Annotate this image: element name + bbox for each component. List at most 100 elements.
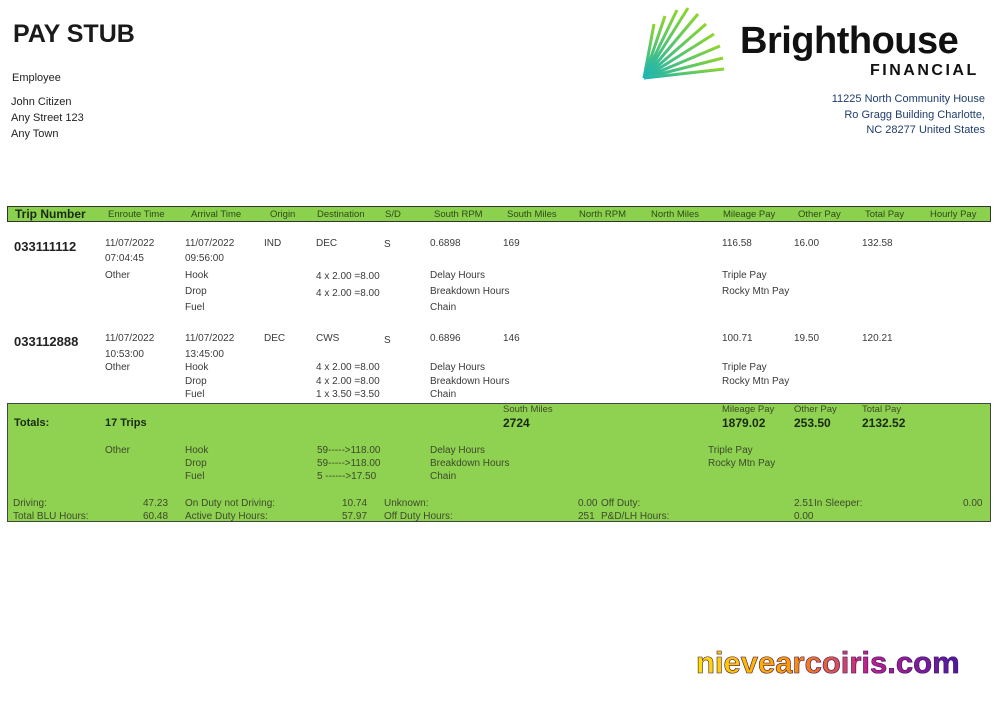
- rocky-mtn-label: Rocky Mtn Pay: [722, 376, 790, 387]
- on-duty-label: On Duty not Driving:: [185, 498, 276, 509]
- employee-label: Employee: [12, 72, 61, 84]
- arrival-time: 09:56:00: [185, 253, 224, 264]
- chain-label: Chain: [430, 302, 457, 313]
- totals-mileage-pay-label: Mileage Pay: [722, 404, 775, 415]
- enroute-time: 10:53:00: [105, 349, 144, 360]
- totals-other-label: Other: [105, 445, 131, 456]
- totals-fuel-label: Fuel: [185, 471, 205, 482]
- totals-mileage-pay: 1879.02: [722, 416, 766, 430]
- col-origin: Origin: [270, 209, 296, 220]
- off-duty-hours-label: Off Duty Hours:: [384, 511, 453, 522]
- triple-pay-label: Triple Pay: [722, 270, 767, 281]
- table-header: Trip Number Enroute Time Arrival Time Or…: [7, 206, 991, 222]
- south-rpm: 0.6898: [430, 238, 461, 249]
- brighthouse-logo-icon: [642, 7, 725, 80]
- col-north-miles: North Miles: [651, 209, 700, 220]
- col-total-pay: Total Pay: [865, 209, 905, 220]
- rocky-mtn-label: Rocky Mtn Pay: [722, 286, 790, 297]
- totals-hook-label: Hook: [185, 445, 209, 456]
- col-hourly-pay: Hourly Pay: [930, 209, 977, 220]
- col-enroute: Enroute Time: [108, 209, 165, 220]
- col-arrival: Arrival Time: [191, 209, 242, 220]
- pdlh-hours-label: P&D/LH Hours:: [601, 511, 670, 522]
- on-duty-value: 10.74: [342, 498, 368, 509]
- driving-value: 47.23: [143, 498, 169, 509]
- unknown-label: Unknown:: [384, 498, 429, 509]
- totals-triple-pay-label: Triple Pay: [708, 445, 753, 456]
- address-line-2: Ro Gragg Building Charlotte,: [844, 109, 985, 121]
- totals-section: Totals: 17 Trips South Miles 2724 Mileag…: [7, 403, 991, 522]
- employee-name: John Citizen: [11, 96, 72, 108]
- totals-drop-calc: 59----->118.00: [317, 458, 381, 469]
- drop-label: Drop: [185, 376, 207, 387]
- totals-delay-label: Delay Hours: [430, 445, 486, 456]
- col-other-pay: Other Pay: [798, 209, 841, 220]
- south-miles: 169: [503, 238, 520, 249]
- drop-calc: 4 x 2.00 =8.00: [316, 376, 380, 387]
- drop-label: Drop: [185, 286, 207, 297]
- unknown-value: 0.00: [578, 498, 598, 509]
- employee-town: Any Town: [11, 128, 59, 140]
- totals-drop-label: Drop: [185, 458, 207, 469]
- hook-calc: 4 x 2.00 =8.00: [316, 362, 380, 373]
- hook-label: Hook: [185, 362, 209, 373]
- totals-south-miles-label: South Miles: [503, 404, 553, 415]
- totals-hook-calc: 59----->118.00: [317, 445, 381, 456]
- enroute-time: 07:04:45: [105, 253, 144, 264]
- fuel-label: Fuel: [185, 302, 205, 313]
- destination: DEC: [316, 238, 338, 249]
- col-north-rpm: North RPM: [579, 209, 626, 220]
- driving-label: Driving:: [13, 498, 47, 509]
- total-pay: 132.58: [862, 238, 893, 249]
- totals-south-miles: 2724: [503, 416, 530, 430]
- blu-hours-label: Total BLU Hours:: [13, 511, 89, 522]
- totals-breakdown-label: Breakdown Hours: [430, 458, 510, 469]
- enroute-date: 11/07/2022: [105, 333, 155, 344]
- other-pay: 19.50: [794, 333, 820, 344]
- active-duty-value: 57.97: [342, 511, 368, 522]
- arrival-date: 11/07/2022: [185, 333, 235, 344]
- sleeper-label: In Sleeper:: [814, 498, 863, 509]
- col-destination: Destination: [317, 209, 365, 220]
- blu-hours-value: 60.48: [143, 511, 169, 522]
- sd: S: [384, 335, 391, 346]
- delay-label: Delay Hours: [430, 362, 486, 373]
- destination: CWS: [316, 333, 340, 344]
- enroute-date: 11/07/2022: [105, 238, 155, 249]
- employee-street: Any Street 123: [11, 112, 84, 124]
- totals-fuel-calc: 5 ------>17.50: [317, 471, 377, 482]
- south-miles: 146: [503, 333, 520, 344]
- triple-pay-label: Triple Pay: [722, 362, 767, 373]
- origin: IND: [264, 238, 282, 249]
- totals-trips: 17 Trips: [105, 417, 147, 429]
- arrival-date: 11/07/2022: [185, 238, 235, 249]
- delay-label: Delay Hours: [430, 270, 486, 281]
- other-label: Other: [105, 362, 131, 373]
- sd: S: [384, 239, 391, 250]
- drop-calc: 4 x 2.00 =8.00: [316, 288, 380, 299]
- address-line-1: 11225 North Community House: [831, 93, 985, 105]
- totals-rocky-mtn-label: Rocky Mtn Pay: [708, 458, 776, 469]
- trip-number: 033112888: [14, 334, 79, 349]
- totals-other-pay-label: Other Pay: [794, 404, 837, 415]
- address-line-3: NC 28277 United States: [866, 124, 985, 136]
- totals-other-pay: 253.50: [794, 416, 831, 430]
- fuel-label: Fuel: [185, 389, 205, 400]
- watermark: nievearcoiris.com: [696, 645, 960, 681]
- active-duty-label: Active Duty Hours:: [185, 511, 268, 522]
- col-sd: S/D: [385, 209, 401, 220]
- off-duty-hours-value: 251: [578, 511, 595, 522]
- arrival-time: 13:45:00: [185, 349, 224, 360]
- totals-total-pay-label: Total Pay: [862, 404, 902, 415]
- breakdown-label: Breakdown Hours: [430, 286, 510, 297]
- col-south-rpm: South RPM: [434, 209, 483, 220]
- col-mileage-pay: Mileage Pay: [723, 209, 776, 220]
- other-label: Other: [105, 270, 131, 281]
- company-name: Brighthouse: [740, 20, 959, 62]
- totals-chain-label: Chain: [430, 471, 457, 482]
- origin: DEC: [264, 333, 286, 344]
- total-pay: 120.21: [862, 333, 893, 344]
- pdlh-hours-value: 0.00: [794, 511, 814, 522]
- trip-number: 033111112: [14, 239, 77, 254]
